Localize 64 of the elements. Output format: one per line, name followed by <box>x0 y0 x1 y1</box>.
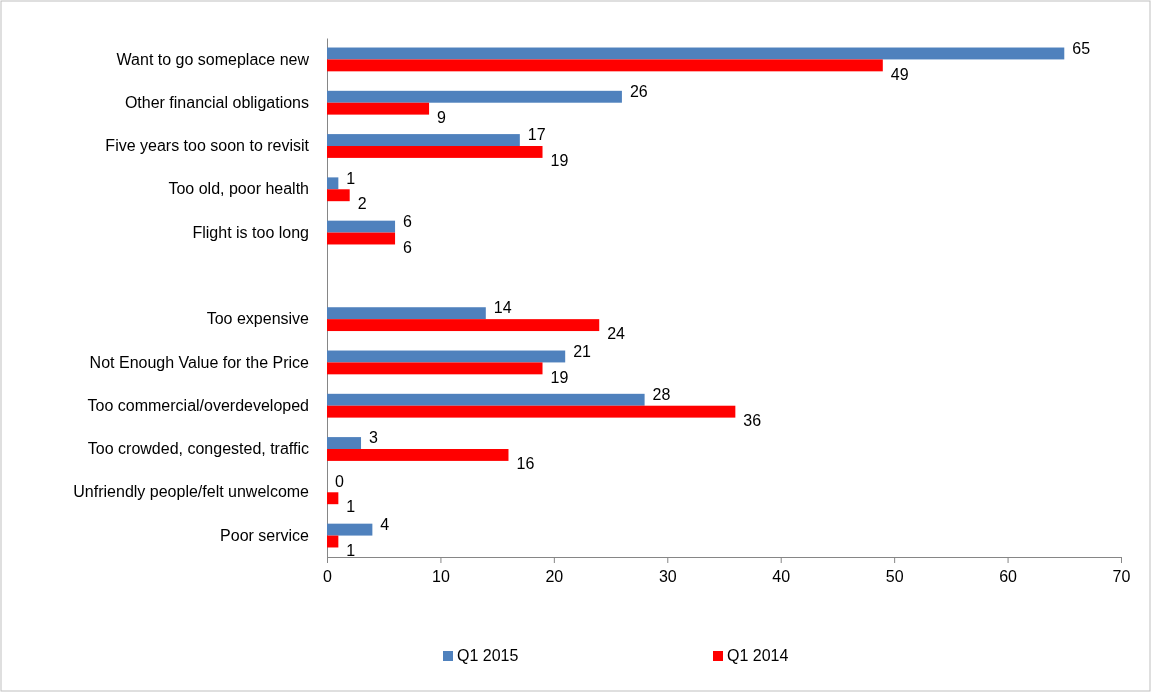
data-label: 21 <box>573 342 592 360</box>
y-tick-label: Poor service <box>220 526 310 544</box>
y-tick-label: Too expensive <box>206 310 310 328</box>
data-label: 24 <box>607 325 626 343</box>
bar <box>327 307 486 320</box>
bar <box>327 189 350 202</box>
data-label: 65 <box>1072 39 1091 57</box>
data-label: 1 <box>346 169 356 187</box>
bar <box>327 492 339 505</box>
data-label: 3 <box>369 429 379 447</box>
x-tick-label: 70 <box>1112 568 1131 585</box>
bar <box>327 47 1065 60</box>
bar <box>327 232 396 245</box>
bar <box>327 146 543 158</box>
data-label: 16 <box>516 455 535 473</box>
bar <box>327 350 566 363</box>
data-label: 4 <box>380 515 390 533</box>
data-label: 26 <box>629 82 648 100</box>
y-tick-label: Five years too soon to revisit <box>105 137 310 155</box>
y-tick-label: Too crowded, congested, traffic <box>87 440 309 458</box>
y-tick-label: Not Enough Value for the Price <box>89 353 310 371</box>
y-tick-label: Unfriendly people/felt unwelcome <box>73 483 310 501</box>
y-tick-label: Want to go someplace new <box>116 50 310 68</box>
bar <box>327 90 622 103</box>
data-label: 19 <box>550 152 569 170</box>
data-label: 49 <box>890 65 909 83</box>
x-tick-label: 20 <box>545 568 564 585</box>
bar <box>327 393 645 406</box>
x-tick-label: 50 <box>885 568 904 585</box>
data-label: 0 <box>335 472 344 490</box>
legend-label: Q1 2015 <box>457 647 519 665</box>
x-tick-label: 0 <box>323 568 333 585</box>
bar <box>327 523 373 536</box>
y-tick-label: Flight is too long <box>192 223 309 241</box>
data-label: 6 <box>403 238 413 256</box>
bar <box>327 405 736 418</box>
legend-label: Q1 2014 <box>727 647 789 665</box>
bar <box>327 102 430 115</box>
bar <box>327 362 543 375</box>
bar <box>327 220 396 233</box>
bar <box>327 449 509 461</box>
data-label: 17 <box>527 126 546 144</box>
data-label: 2 <box>357 195 367 213</box>
bar <box>327 319 600 332</box>
data-label: 14 <box>493 299 512 317</box>
bar <box>327 437 362 449</box>
x-tick-label: 60 <box>999 568 1018 585</box>
data-label: 1 <box>346 541 356 559</box>
bar <box>327 134 520 146</box>
data-label: 6 <box>403 212 413 230</box>
data-label: 1 <box>346 498 356 516</box>
data-label: 36 <box>743 411 762 429</box>
data-label: 9 <box>437 108 447 126</box>
data-label: 28 <box>652 385 671 403</box>
y-tick-label: Too old, poor health <box>168 180 309 198</box>
data-label: 19 <box>550 368 569 386</box>
y-tick-label: Too commercial/overdeveloped <box>87 396 309 414</box>
x-tick-label: 30 <box>658 568 677 585</box>
bar <box>327 535 339 548</box>
bar <box>327 59 883 72</box>
bar <box>327 177 339 190</box>
y-tick-label: Other financial obligations <box>124 93 309 111</box>
x-tick-label: 40 <box>772 568 791 585</box>
x-tick-label: 10 <box>432 568 450 585</box>
